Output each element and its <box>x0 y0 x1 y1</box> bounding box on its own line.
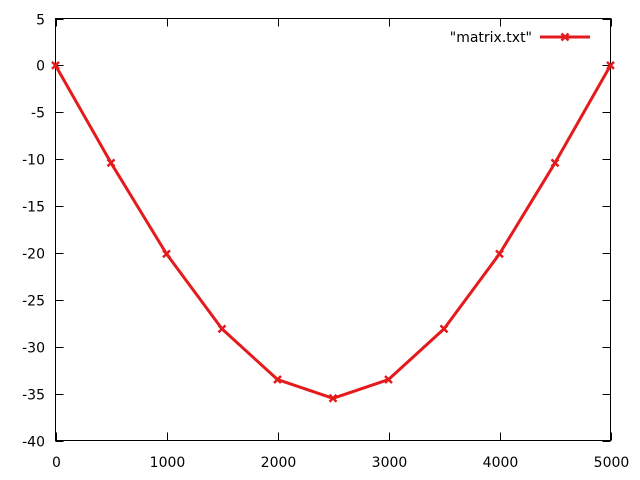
data-point-marker <box>51 61 60 70</box>
legend-marker-x <box>560 32 570 42</box>
y-tick-label: 5 <box>36 13 45 29</box>
y-tick-label: -15 <box>22 200 45 216</box>
series-line <box>54 64 612 400</box>
data-point-marker <box>384 375 393 384</box>
data-point-marker <box>495 249 504 259</box>
y-tick-label: -10 <box>22 153 45 169</box>
data-point-marker <box>328 393 338 403</box>
data-point-marker <box>106 158 116 168</box>
y-tick-label: 0 <box>36 59 45 75</box>
x-tick-label: 2000 <box>261 455 297 471</box>
x-tick-label: 1000 <box>150 455 186 471</box>
x-tick-label: 3000 <box>372 455 408 471</box>
data-point-marker <box>550 158 560 168</box>
y-tick-label: -5 <box>31 106 45 122</box>
x-tick-label: 4000 <box>483 455 519 471</box>
data-point-marker <box>273 375 282 384</box>
y-tick-label: -35 <box>22 388 45 404</box>
x-axis: 0 1000 2000 3000 4000 5000 <box>52 18 630 471</box>
data-point-marker <box>162 249 171 259</box>
y-tick-label: -20 <box>22 247 45 263</box>
y-tick-label: -25 <box>22 294 45 310</box>
y-axis: 5 0 -5 -10 -15 -20 -25 -30 -35 -40 <box>22 13 611 451</box>
x-tick-label: 5000 <box>594 455 630 471</box>
data-point-marker <box>217 324 227 334</box>
y-tick-label: -30 <box>22 341 45 357</box>
x-tick-label: 0 <box>52 455 61 471</box>
legend: "matrix.txt" <box>450 30 590 46</box>
data-point-marker <box>439 324 449 334</box>
legend-label: "matrix.txt" <box>450 30 532 46</box>
data-point-marker <box>606 61 615 70</box>
y-tick-label: -40 <box>22 435 45 451</box>
series-layer <box>51 61 615 403</box>
plot-frame <box>55 18 611 441</box>
legend-marker <box>560 32 570 42</box>
